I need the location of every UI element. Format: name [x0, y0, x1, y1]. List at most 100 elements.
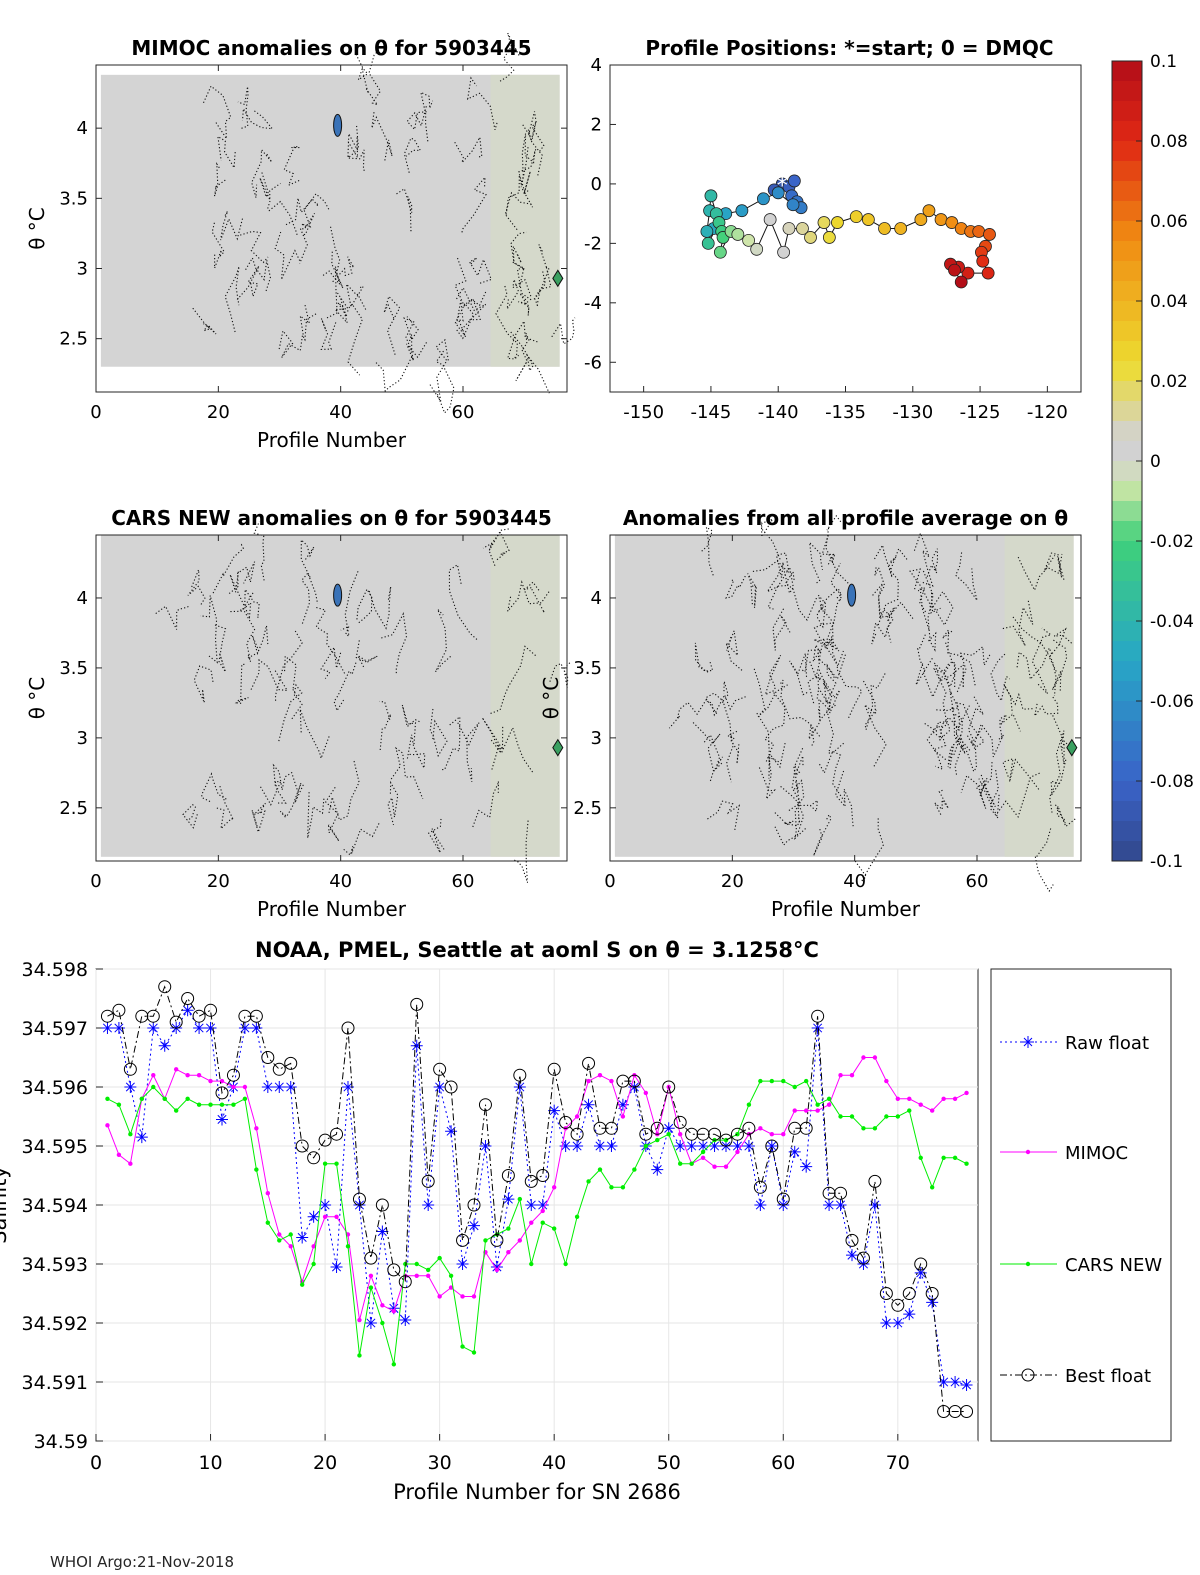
anomaly-contour: [245, 256, 271, 293]
y-axis-label: θ °C: [539, 677, 563, 720]
anomaly-contour: [216, 785, 235, 831]
series-point: [723, 1137, 729, 1143]
start-marker: *: [777, 174, 788, 199]
series-point: [925, 1287, 939, 1300]
anomaly-contour: [816, 686, 841, 714]
anomaly-contour: [504, 186, 533, 231]
anomaly-feature: [333, 583, 343, 607]
colorbar-segment: [1112, 501, 1142, 522]
series-point: [559, 1140, 572, 1152]
profile-position-point: [934, 213, 948, 226]
series-point: [105, 1096, 110, 1102]
anomaly-contour: [1003, 684, 1033, 714]
series-point: [685, 1127, 699, 1141]
colorbar-segment: [1112, 681, 1142, 702]
series-point: [192, 1009, 206, 1023]
series-point: [433, 1081, 446, 1093]
anomaly-contour: [1002, 600, 1034, 647]
x-tick-label: 20: [207, 402, 230, 423]
series-point: [723, 1164, 729, 1169]
anomaly-contour: [267, 200, 298, 235]
anomaly-contour: [471, 781, 499, 829]
x-tick-label: 60: [452, 402, 475, 423]
colorbar-segment: [1112, 141, 1142, 162]
anomaly-contour: [815, 654, 846, 688]
colorbar-tick-label: -0.04: [1150, 612, 1194, 632]
anomaly-feature: [333, 113, 343, 137]
series-point: [135, 1131, 148, 1144]
series-point: [586, 1078, 591, 1084]
profile-position-point: [972, 225, 986, 238]
colorbar-segment: [1112, 241, 1142, 262]
y-tick-label: 3: [591, 728, 602, 749]
x-tick-label: -120: [1027, 402, 1068, 423]
colorbar-segment: [1112, 561, 1142, 582]
anomaly-contour: [1034, 828, 1054, 893]
series-point: [471, 1294, 477, 1299]
series-line-2: [107, 1080, 967, 1365]
anomaly-contour: [942, 628, 976, 687]
series-point: [929, 1185, 935, 1190]
colorbar-tick-label: -0.02: [1150, 532, 1194, 552]
y-tick-label: 34.593: [22, 1254, 88, 1276]
anomaly-contour: [299, 304, 317, 342]
anomaly-contour: [813, 813, 832, 856]
series-point: [242, 1096, 248, 1102]
x-axis-label: Profile Number: [257, 897, 407, 921]
series-point: [288, 1232, 293, 1237]
series-point: [673, 1115, 687, 1129]
series-point: [918, 1102, 923, 1107]
series-point: [742, 1140, 755, 1152]
anomaly-contour: [375, 354, 414, 393]
anomaly-contour: [466, 76, 498, 130]
anomaly-contour: [278, 683, 303, 742]
colorbar-segment: [1112, 781, 1142, 802]
y-tick-label: 0: [591, 174, 602, 195]
series-point: [650, 1121, 664, 1135]
series-point: [948, 1405, 962, 1418]
anomaly-contour: [1060, 738, 1076, 765]
profile-position-point: [763, 213, 777, 226]
profile-position-point: [976, 254, 990, 268]
anomaly-contour: [934, 789, 949, 815]
series-point: [437, 1294, 442, 1299]
anomaly-contour: [753, 668, 788, 718]
y-tick-label: 34.59: [34, 1431, 88, 1453]
series-point: [800, 1160, 813, 1173]
series-point: [387, 1302, 400, 1315]
anomaly-contour: [506, 278, 532, 310]
series-point: [861, 1126, 866, 1131]
series-point: [368, 1273, 374, 1279]
anomaly-contour: [387, 780, 399, 826]
profile-position-point: [796, 222, 809, 235]
anomaly-contour: [990, 653, 1010, 703]
anomaly-contour: [455, 298, 481, 340]
legend-frame: [990, 968, 1172, 1442]
y-tick-label: 34.597: [22, 1018, 88, 1040]
series-point: [216, 1113, 228, 1126]
series-point: [753, 1180, 767, 1194]
series-point: [655, 1137, 660, 1143]
series-point: [249, 1009, 263, 1023]
series-point: [879, 1287, 893, 1300]
series-point: [788, 1145, 801, 1158]
anomaly-contour: [1048, 627, 1074, 672]
anomaly-contour: [356, 588, 373, 624]
anomaly-contour: [274, 231, 301, 280]
anomaly-contour: [760, 517, 781, 560]
anomaly-contour: [234, 663, 249, 704]
series-point: [570, 1127, 584, 1141]
anomaly-feature: [552, 269, 564, 288]
series-point: [204, 1022, 217, 1034]
y-tick-label: 3: [77, 728, 88, 749]
x-tick-label: -140: [758, 402, 799, 423]
anomaly-contour: [913, 531, 934, 587]
anomaly-contour: [817, 587, 842, 614]
series-point: [769, 1132, 775, 1137]
anomaly-contour: [917, 586, 930, 630]
series-point: [425, 1267, 431, 1273]
series-point: [811, 1022, 824, 1034]
series-point: [914, 1266, 927, 1279]
anomaly-contour: [428, 338, 449, 402]
anomaly-contour: [774, 812, 801, 827]
